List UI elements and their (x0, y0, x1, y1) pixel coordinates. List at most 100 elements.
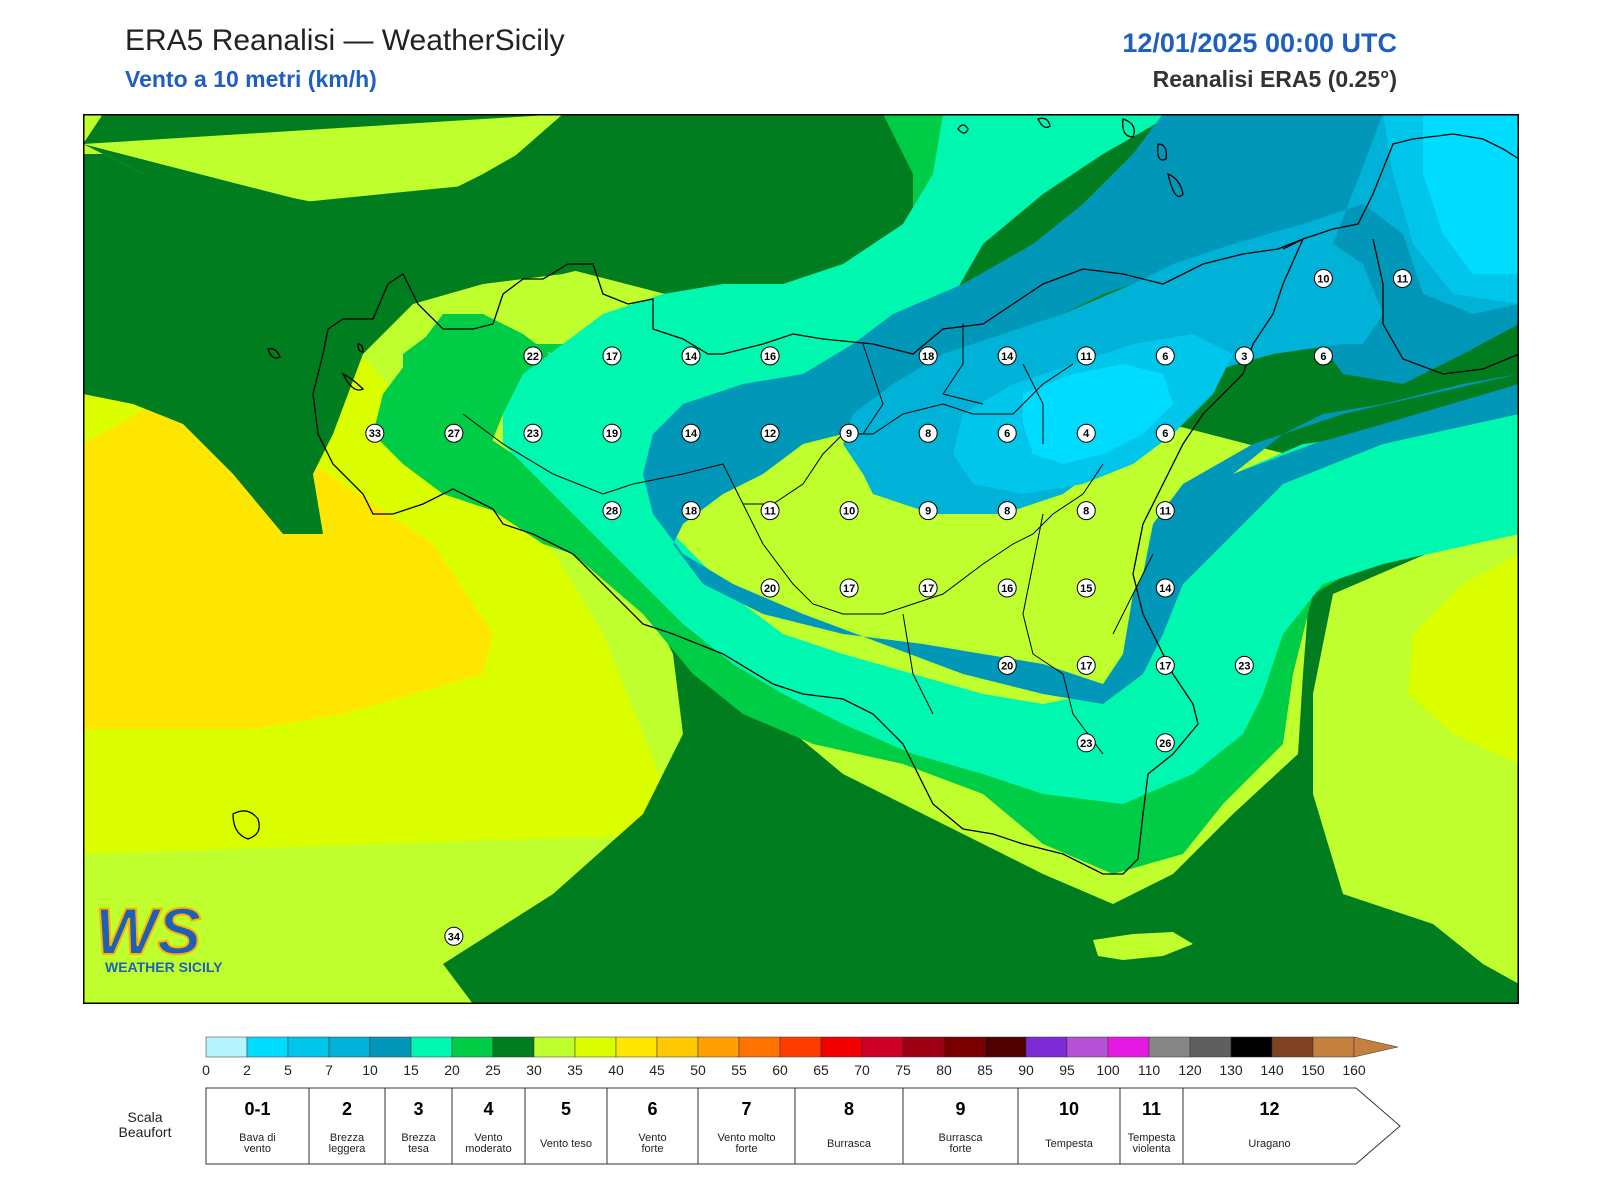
wind-label-value: 16 (764, 351, 776, 363)
wind-label: 23 (1076, 733, 1096, 753)
colorbar-swatch (1271, 1036, 1314, 1058)
wind-label-value: 20 (1001, 660, 1013, 672)
colorbar-swatch (205, 1036, 248, 1058)
beaufort-label: Burrasca forte (938, 1132, 983, 1155)
wind-label-circle (1313, 268, 1333, 288)
wind-label-value: 18 (922, 351, 934, 363)
colorbar-swatch (902, 1036, 945, 1058)
beaufort-number: 7 (741, 1099, 751, 1119)
wind-label-circle (760, 578, 780, 598)
wind-label: 14 (681, 346, 701, 366)
beaufort-cell-box (606, 1087, 699, 1165)
wind-label-circle (918, 423, 938, 443)
beaufort-label: Vento teso (540, 1138, 592, 1150)
wind-label: 14 (997, 346, 1017, 366)
wind-label: 17 (1155, 655, 1175, 675)
map-subtitle: Vento a 10 metri (km/h) (125, 66, 377, 92)
beaufort-label: Vento moderato (465, 1132, 511, 1155)
colorbar-swatch (697, 1036, 740, 1058)
colorbar-tick-label: 120 (1178, 1062, 1202, 1078)
wind-label-circle (602, 501, 622, 521)
wind-label-circle (918, 578, 938, 598)
wind-label: 11 (1076, 346, 1096, 366)
wind-label-circle (1155, 346, 1175, 366)
wind-label-circle (1076, 346, 1096, 366)
wind-label-value: 17 (1080, 660, 1092, 672)
wind-label-circle (1392, 268, 1412, 288)
wind-label-circle (1234, 346, 1254, 366)
beaufort-number: 6 (647, 1099, 657, 1119)
wind-label: 33 (365, 423, 385, 443)
wind-label-circle (1234, 655, 1254, 675)
wind-label: 11 (760, 501, 780, 521)
wind-label-value: 28 (606, 506, 618, 518)
wind-label-value: 14 (1159, 583, 1172, 595)
wind-label-circle (365, 423, 385, 443)
colorbar-swatch (287, 1036, 330, 1058)
wind-label-value: 17 (606, 351, 618, 363)
wind-label-value: 22 (527, 351, 539, 363)
wind-label-value: 8 (925, 428, 931, 440)
beaufort-label: Vento molto forte (717, 1132, 775, 1155)
band-2-5-b (1023, 364, 1173, 464)
wind-label-circle (997, 578, 1017, 598)
map-frame (83, 114, 1519, 1004)
wind-label: 16 (760, 346, 780, 366)
colorbar-swatch (492, 1036, 535, 1058)
wind-label: 8 (1076, 501, 1096, 521)
wind-label-value: 15 (1080, 583, 1092, 595)
colorbar-swatch (369, 1036, 412, 1058)
wind-label-value: 34 (448, 931, 461, 943)
colorbar-swatch (861, 1036, 904, 1058)
beaufort-cell-box (308, 1087, 386, 1165)
wind-label: 8 (997, 501, 1017, 521)
wind-colorbar: 0 2 5 7 10 15 20 25 30 35 40 45 50 55 60 65 70 75 80 85 90 95… (202, 1036, 1399, 1078)
wind-label-value: 23 (527, 428, 539, 440)
beaufort-cell: 12 Uragano (1182, 1087, 1401, 1165)
wind-label-value: 11 (764, 506, 776, 518)
wind-label: 18 (918, 346, 938, 366)
beaufort-number: 8 (844, 1099, 854, 1119)
colorbar-tick-label: 70 (854, 1062, 870, 1078)
wind-label-circle (1076, 733, 1096, 753)
wind-label: 17 (1076, 655, 1096, 675)
colorbar-tick-label: 75 (895, 1062, 911, 1078)
beaufort-cell-box (384, 1087, 453, 1165)
forecast-datetime: 12/01/2025 00:00 UTC (1122, 28, 1397, 58)
sicily-internal-borders (462, 324, 1154, 755)
wind-label: 11 (1392, 268, 1412, 288)
wind-label-circle (444, 423, 464, 443)
colorbar-swatch (1107, 1036, 1150, 1058)
wind-label: 3 (1234, 346, 1254, 366)
beaufort-title: Scala (127, 1109, 162, 1125)
wind-label-value: 4 (1083, 428, 1090, 440)
beaufort-number: 12 (1259, 1099, 1279, 1119)
wind-label-value: 8 (1004, 506, 1010, 518)
colorbar-tick-label: 60 (772, 1062, 788, 1078)
wind-label: 14 (1155, 578, 1175, 598)
wind-label-circle (839, 501, 859, 521)
wind-label-circle (839, 423, 859, 443)
wind-label-value: 11 (1159, 506, 1171, 518)
wind-label-circle (760, 501, 780, 521)
beaufort-number: 5 (561, 1099, 571, 1119)
colorbar-swatch (820, 1036, 863, 1058)
wind-label: 15 (1076, 578, 1096, 598)
wind-label-value: 8 (1083, 506, 1089, 518)
colorbar-swatch (1230, 1036, 1273, 1058)
wind-label: 18 (681, 501, 701, 521)
band-2-5 (1423, 114, 1519, 274)
wind-label-value: 27 (448, 428, 460, 440)
wind-label: 16 (997, 578, 1017, 598)
wind-value-labels: 22 17 14 16 18 14 11 6 3 6 10 11 33 27 23 19 14 12 9 8 6 4 6 28… (365, 268, 1412, 946)
wind-label-circle (681, 423, 701, 443)
colorbar-swatch (1312, 1036, 1355, 1058)
beaufort-label: Brezza tesa (401, 1132, 436, 1155)
beaufort-cell: 2 Brezza leggera (308, 1087, 386, 1165)
wind-label-value: 9 (925, 506, 931, 518)
colorbar-tick-label: 100 (1096, 1062, 1120, 1078)
wind-label-circle (839, 578, 859, 598)
wind-label: 10 (839, 501, 859, 521)
wind-label-circle (1155, 733, 1175, 753)
colorbar-swatch (574, 1036, 617, 1058)
